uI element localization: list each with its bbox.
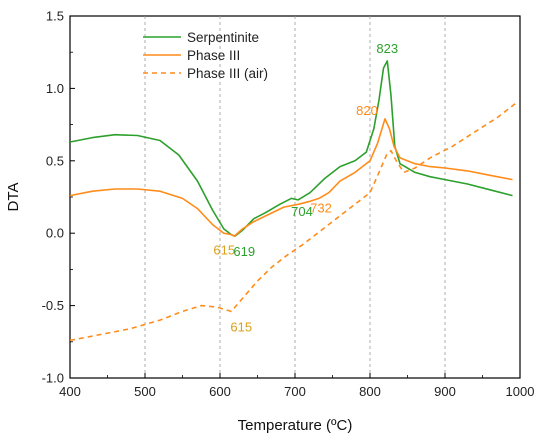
series-group — [69, 60, 517, 342]
y-tick-label: 0.5 — [46, 153, 64, 168]
x-tick-label: 500 — [134, 384, 156, 399]
x-axis-title: Temperature (ºC) — [238, 417, 353, 434]
y-axis-title: DTA — [5, 183, 22, 212]
y-tick-label: -1.0 — [42, 371, 64, 386]
y-tick-label: 1.0 — [46, 81, 64, 96]
x-tick-label: 700 — [284, 384, 306, 399]
grid — [144, 16, 446, 378]
x-tick-label: 800 — [359, 384, 381, 399]
legend: Serpentinite Phase III Phase III (air) — [143, 30, 268, 81]
annotation-label: 823 — [376, 41, 398, 56]
annotation-label: 732 — [310, 200, 332, 215]
legend-label: Phase III (air) — [187, 66, 268, 81]
x-tick-label: 400 — [59, 384, 81, 399]
y-tick-label: 1.5 — [46, 9, 64, 24]
annotation-label: 619 — [233, 244, 255, 259]
legend-label: Phase III — [187, 48, 240, 63]
legend-label: Serpentinite — [187, 30, 259, 45]
y-tick-label: 0.0 — [46, 226, 64, 241]
series-line-phase-iii-air — [69, 102, 517, 342]
x-tick-label: 900 — [434, 384, 456, 399]
y-tick-label: -0.5 — [42, 298, 64, 313]
annotation-label: 615 — [230, 319, 252, 334]
annotation-label: 615 — [213, 243, 235, 258]
x-axis-ticks: 400 500 600 700 800 900 1000 — [59, 373, 534, 399]
series-line-phase-iii — [69, 118, 513, 237]
y-axis-ticks: -1.0 -0.5 0.0 0.5 1.0 1.5 — [42, 9, 75, 386]
x-tick-label: 600 — [209, 384, 231, 399]
annotation-label: 704 — [291, 204, 313, 219]
series-line-serpentinite — [69, 60, 513, 237]
x-tick-label: 1000 — [506, 384, 535, 399]
annotation-label: 820 — [356, 103, 378, 118]
